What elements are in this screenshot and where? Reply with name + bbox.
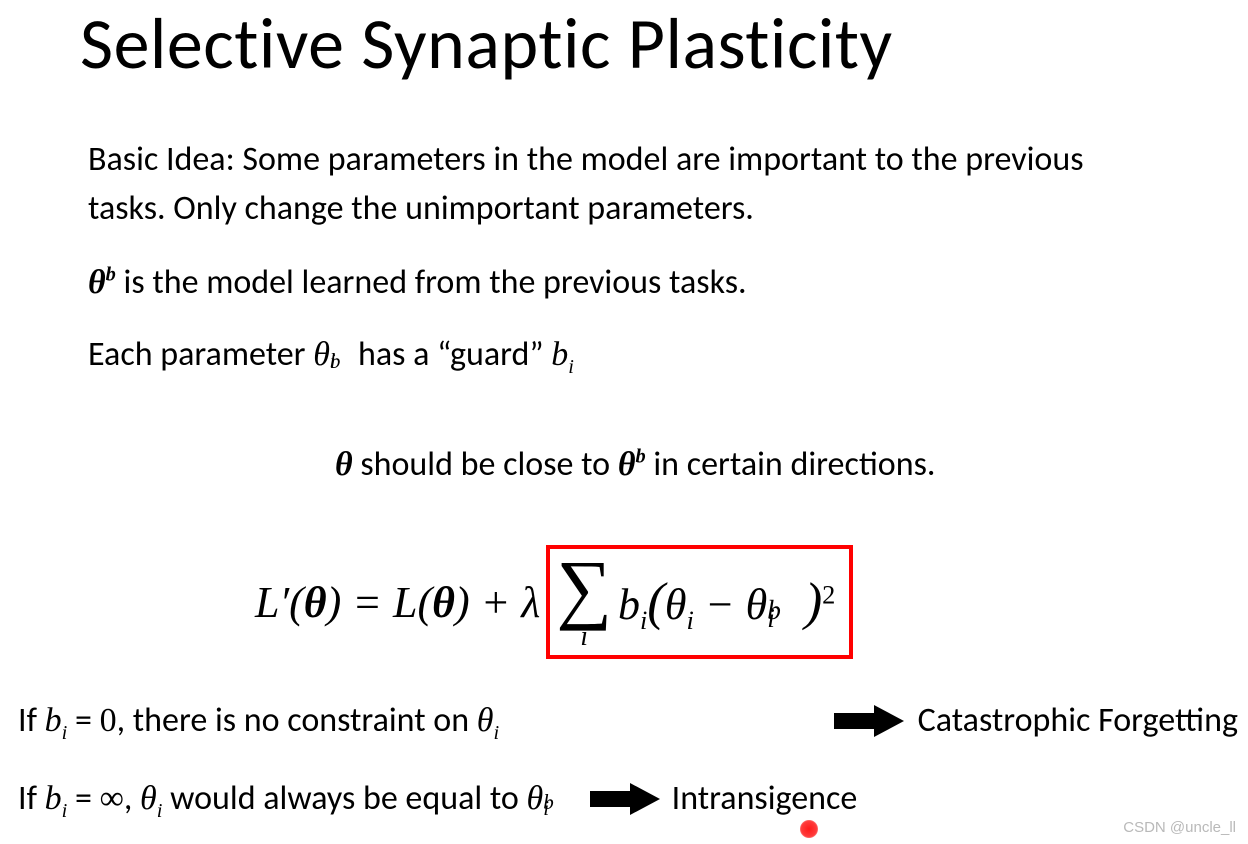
eq-lhs: L′(θ) = L(θ) + λ <box>255 577 540 628</box>
case1-left: If bi = 0, there is no constraint on θi <box>18 700 499 741</box>
red-box: ∑ i bi(θi − θbi )2 <box>546 545 853 659</box>
model-sentence-text: is the model learned from the previous t… <box>116 262 747 303</box>
sigma-icon: ∑ i <box>556 555 612 649</box>
basic-idea-text: Basic Idea: Some parameters in the model… <box>88 135 1148 234</box>
guard-text-1: Each parameter <box>88 334 313 375</box>
b-i-symbol: bi <box>551 336 574 373</box>
case-2-line: If bi = ∞, θi would always be equal to θ… <box>18 778 1078 819</box>
eq-term: bi(θi − θbi )2 <box>618 572 835 632</box>
case2-result: Intransigence <box>672 778 858 819</box>
page-title: Selective Synaptic Plasticity <box>80 0 893 88</box>
theta-symbol-1: θ <box>335 446 353 483</box>
case2-left: If bi = ∞, θi would always be equal to θ… <box>18 778 564 819</box>
basic-idea-body: Some parameters in the model are importa… <box>88 139 1084 229</box>
slide-root: Selective Synaptic Plasticity Basic Idea… <box>0 0 1248 844</box>
theta-bold-symbol: θb <box>88 264 116 301</box>
arrow-icon <box>834 705 904 737</box>
loss-equation: L′(θ) = L(θ) + λ ∑ i bi(θi − θbi )2 <box>255 545 853 659</box>
laser-pointer-icon <box>800 820 818 838</box>
case-1-line: If bi = 0, there is no constraint on θi … <box>18 700 1238 741</box>
guard-text-2: has a “guard” <box>350 334 551 375</box>
directions-text-2: in certain directions. <box>646 444 936 485</box>
basic-idea-prefix: Basic Idea: <box>88 139 235 180</box>
theta-b-symbol-2: θb <box>618 446 646 483</box>
guard-sentence: Each parameter θbi has a “guard” bi <box>88 330 574 379</box>
theta-ib-symbol: θbi <box>313 336 350 373</box>
case1-result: Catastrophic Forgetting <box>918 700 1238 741</box>
arrow-icon <box>590 783 660 815</box>
directions-text-1: should be close to <box>353 444 618 485</box>
model-sentence: θb is the model learned from the previou… <box>88 258 747 307</box>
directions-sentence: θ should be close to θb in certain direc… <box>335 440 935 489</box>
watermark-text: CSDN @uncle_ll <box>1123 819 1236 836</box>
